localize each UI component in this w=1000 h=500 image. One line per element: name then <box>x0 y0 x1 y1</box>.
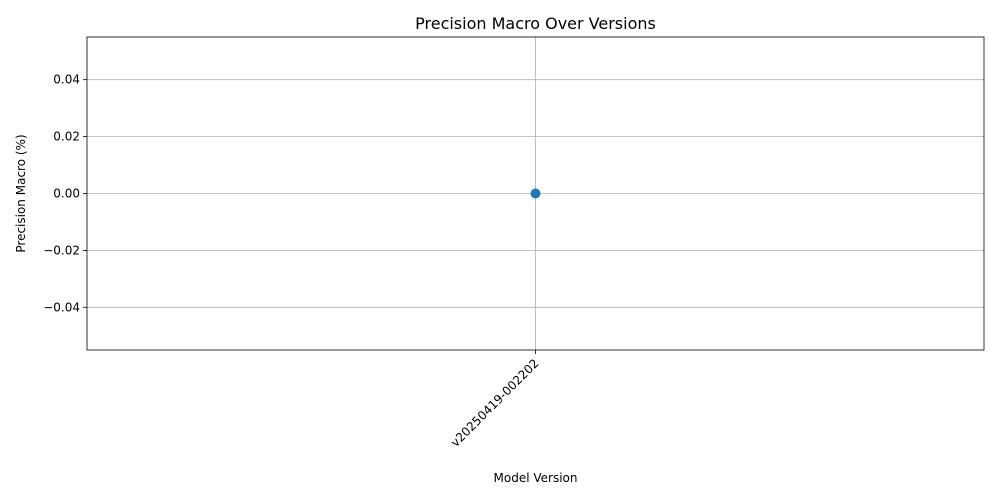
y-tick-label: −0.02 <box>43 243 80 257</box>
y-axis: −0.04 −0.02 0.00 0.02 0.04 <box>43 73 87 314</box>
y-tick-label: −0.04 <box>43 300 80 314</box>
data-point <box>530 188 541 199</box>
x-tick-label: v20250419-002202 <box>448 356 542 450</box>
y-tick-label: 0.02 <box>53 130 80 144</box>
y-tick-label: 0.00 <box>53 187 80 201</box>
x-axis: v20250419-002202 <box>448 350 542 450</box>
y-tick-label: 0.04 <box>53 73 80 87</box>
series-layer <box>530 188 541 199</box>
y-axis-label: Precision Macro (%) <box>14 134 28 252</box>
x-axis-label: Model Version <box>494 471 578 485</box>
chart-title: Precision Macro Over Versions <box>415 14 656 33</box>
